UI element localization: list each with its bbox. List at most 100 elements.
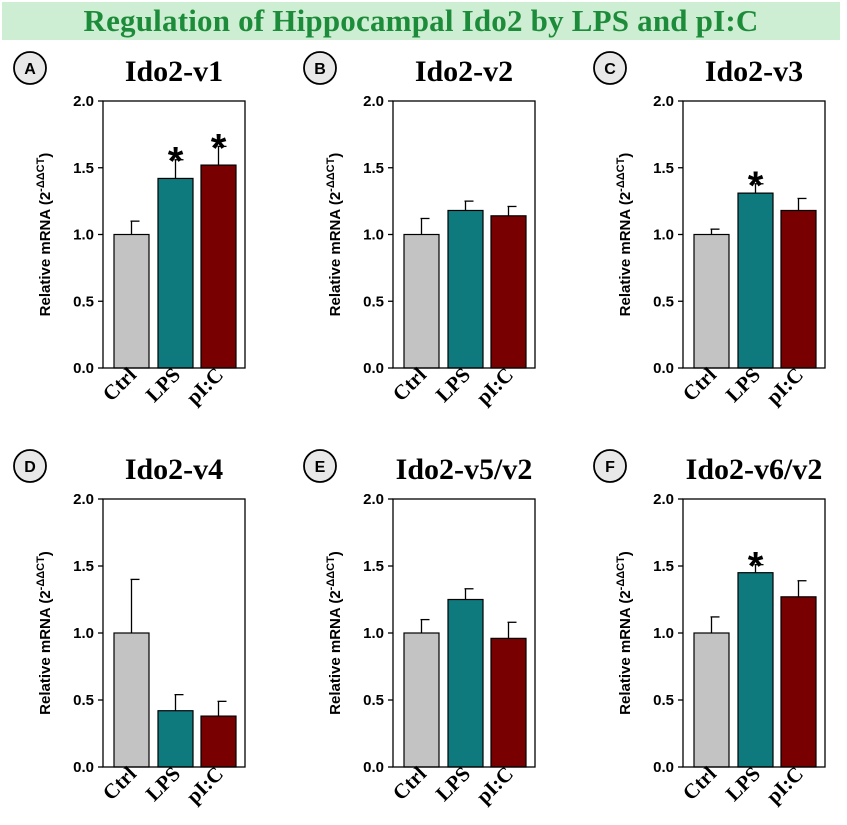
y-tick-label-e-3: 1.5: [363, 558, 384, 575]
bar-e-ctrl: [403, 632, 440, 768]
category-label-f-0: Ctrl: [678, 761, 721, 804]
y-tick-label-e-4: 2.0: [363, 491, 384, 508]
y-tick-label-d-2: 1.0: [73, 625, 94, 642]
bar-d-ctrl: [113, 632, 150, 768]
panel-letter-f: F: [605, 459, 615, 476]
figure-banner: Regulation of Hippocampal Ido2 by LPS an…: [2, 2, 840, 40]
y-axis-label-c: Relative mRNA (2-ΔΔCT): [615, 153, 634, 317]
bar-f-pic: [780, 596, 817, 768]
y-tick-label-d-1: 0.5: [73, 692, 94, 709]
panel-title-c: Ido2-v3: [705, 55, 803, 88]
bar-e-pic: [490, 637, 527, 768]
y-tick-label-f-1: 0.5: [653, 692, 674, 709]
panel-title-e: Ido2-v5/v2: [396, 453, 533, 486]
y-tick-label-b-1: 0.5: [363, 293, 384, 310]
category-label-d-1: LPS: [141, 762, 185, 806]
category-label-e-1: LPS: [431, 762, 475, 806]
y-tick-label-b-3: 1.5: [363, 160, 384, 177]
y-tick-label-e-1: 0.5: [363, 692, 384, 709]
category-label-c-2: pI:C: [761, 363, 808, 410]
bar-b-ctrl: [403, 233, 440, 369]
panel-title-f: Ido2-v6/v2: [686, 453, 823, 486]
bar-b-lps: [447, 209, 484, 369]
category-label-b-0: Ctrl: [388, 362, 431, 405]
bar-b-pic: [490, 215, 527, 369]
bar-c-ctrl: [693, 233, 730, 369]
panel-letter-d: D: [24, 459, 36, 476]
bar-c-pic: [780, 209, 817, 369]
category-label-b-1: LPS: [431, 363, 475, 407]
y-tick-label-d-4: 2.0: [73, 491, 94, 508]
category-label-a-2: pI:C: [181, 363, 228, 410]
y-tick-label-a-4: 2.0: [73, 93, 94, 110]
bar-a-ctrl: [113, 233, 150, 369]
y-tick-label-b-0: 0.0: [363, 360, 384, 377]
panel-badge-f: [593, 449, 627, 483]
y-axis-label-b: Relative mRNA (2-ΔΔCT): [325, 153, 344, 317]
panel-title-d: Ido2-v4: [125, 453, 223, 486]
y-tick-label-c-2: 1.0: [653, 227, 674, 244]
panel-badge-e: [303, 449, 337, 483]
category-label-f-2: pI:C: [761, 762, 808, 809]
panel-letter-b: B: [314, 61, 326, 78]
category-label-b-2: pI:C: [471, 363, 518, 410]
y-tick-label-f-3: 1.5: [653, 558, 674, 575]
category-label-f-1: LPS: [721, 762, 765, 806]
y-tick-label-c-4: 2.0: [653, 93, 674, 110]
category-label-e-0: Ctrl: [388, 761, 431, 804]
y-axis-label-a: Relative mRNA (2-ΔΔCT): [35, 153, 54, 317]
category-label-a-0: Ctrl: [98, 362, 141, 405]
bar-f-ctrl: [693, 632, 730, 768]
y-tick-label-b-2: 1.0: [363, 227, 384, 244]
y-tick-label-c-1: 0.5: [653, 293, 674, 310]
panel-title-b: Ido2-v2: [415, 55, 513, 88]
y-tick-label-f-2: 1.0: [653, 625, 674, 642]
bar-f-lps: [737, 572, 774, 768]
category-label-c-1: LPS: [721, 363, 765, 407]
significance-star-c-1: *: [748, 164, 764, 208]
category-label-d-2: pI:C: [181, 762, 228, 809]
panel-letter-a: A: [24, 61, 36, 78]
panel-badge-a: [13, 51, 47, 85]
bar-a-pic: [200, 164, 237, 369]
y-tick-label-c-0: 0.0: [653, 360, 674, 377]
figure-title: Regulation of Hippocampal Ido2 by LPS an…: [83, 3, 759, 38]
bar-a-lps: [157, 177, 194, 369]
category-label-a-1: LPS: [141, 363, 185, 407]
y-axis-label-d: Relative mRNA (2-ΔΔCT): [35, 551, 54, 715]
panel-letter-c: C: [604, 61, 616, 78]
y-tick-label-a-2: 1.0: [73, 227, 94, 244]
y-tick-label-e-2: 1.0: [363, 625, 384, 642]
bar-d-lps: [157, 710, 194, 768]
y-tick-label-f-0: 0.0: [653, 759, 674, 776]
significance-star-a-2: *: [211, 126, 227, 170]
y-tick-label-b-4: 2.0: [363, 93, 384, 110]
panel-title-a: Ido2-v1: [125, 55, 223, 88]
panel-badge-c: [593, 51, 627, 85]
y-tick-label-d-0: 0.0: [73, 759, 94, 776]
bar-e-lps: [447, 598, 484, 768]
significance-star-f-1: *: [748, 545, 764, 589]
y-tick-label-d-3: 1.5: [73, 558, 94, 575]
bar-d-pic: [200, 715, 237, 768]
category-label-e-2: pI:C: [471, 762, 518, 809]
panel-badge-d: [13, 449, 47, 483]
y-tick-label-e-0: 0.0: [363, 759, 384, 776]
panel-a: A Ido2-v1 Ctrl * LPS * pI:C 0.0 0.5 1.0 1.5 2.0 Rela…: [13, 51, 246, 410]
panel-letter-e: E: [315, 459, 326, 476]
panel-badge-b: [303, 51, 337, 85]
y-tick-label-a-0: 0.0: [73, 360, 94, 377]
category-label-d-0: Ctrl: [98, 761, 141, 804]
category-label-c-0: Ctrl: [678, 362, 721, 405]
y-tick-label-a-3: 1.5: [73, 160, 94, 177]
bar-c-lps: [737, 192, 774, 369]
y-tick-label-c-3: 1.5: [653, 160, 674, 177]
y-tick-label-a-1: 0.5: [73, 293, 94, 310]
y-axis-label-e: Relative mRNA (2-ΔΔCT): [325, 551, 344, 715]
